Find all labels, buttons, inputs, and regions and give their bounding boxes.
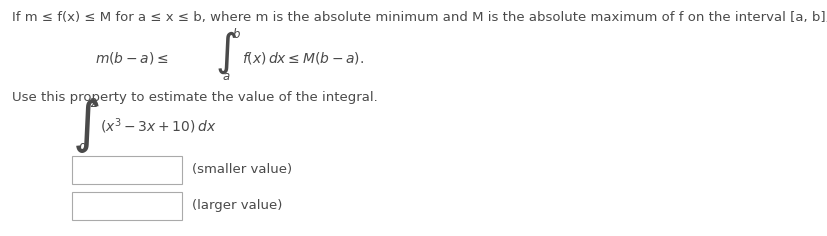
Bar <box>72 192 182 220</box>
Bar <box>72 156 182 184</box>
Text: If m ≤ f(x) ≤ M for a ≤ x ≤ b, where m is the absolute minimum and M is the abso: If m ≤ f(x) ≤ M for a ≤ x ≤ b, where m i… <box>12 11 827 24</box>
Text: $f(x)\,dx \leq M(b-a).$: $f(x)\,dx \leq M(b-a).$ <box>241 50 364 66</box>
Text: $(x^3 - 3x + 10)\,dx$: $(x^3 - 3x + 10)\,dx$ <box>100 116 216 136</box>
Text: (smaller value): (smaller value) <box>192 164 292 177</box>
Text: $m(b-a) \leq$: $m(b-a) \leq$ <box>95 50 169 66</box>
Text: $a$: $a$ <box>222 70 230 83</box>
Text: $\int$: $\int$ <box>215 30 237 76</box>
Text: $2$: $2$ <box>88 97 98 110</box>
Text: Use this property to estimate the value of the integral.: Use this property to estimate the value … <box>12 91 377 104</box>
Text: (larger value): (larger value) <box>192 199 282 212</box>
Text: $\int$: $\int$ <box>72 97 99 155</box>
Text: $b$: $b$ <box>232 27 241 41</box>
Text: $0$: $0$ <box>78 142 87 155</box>
